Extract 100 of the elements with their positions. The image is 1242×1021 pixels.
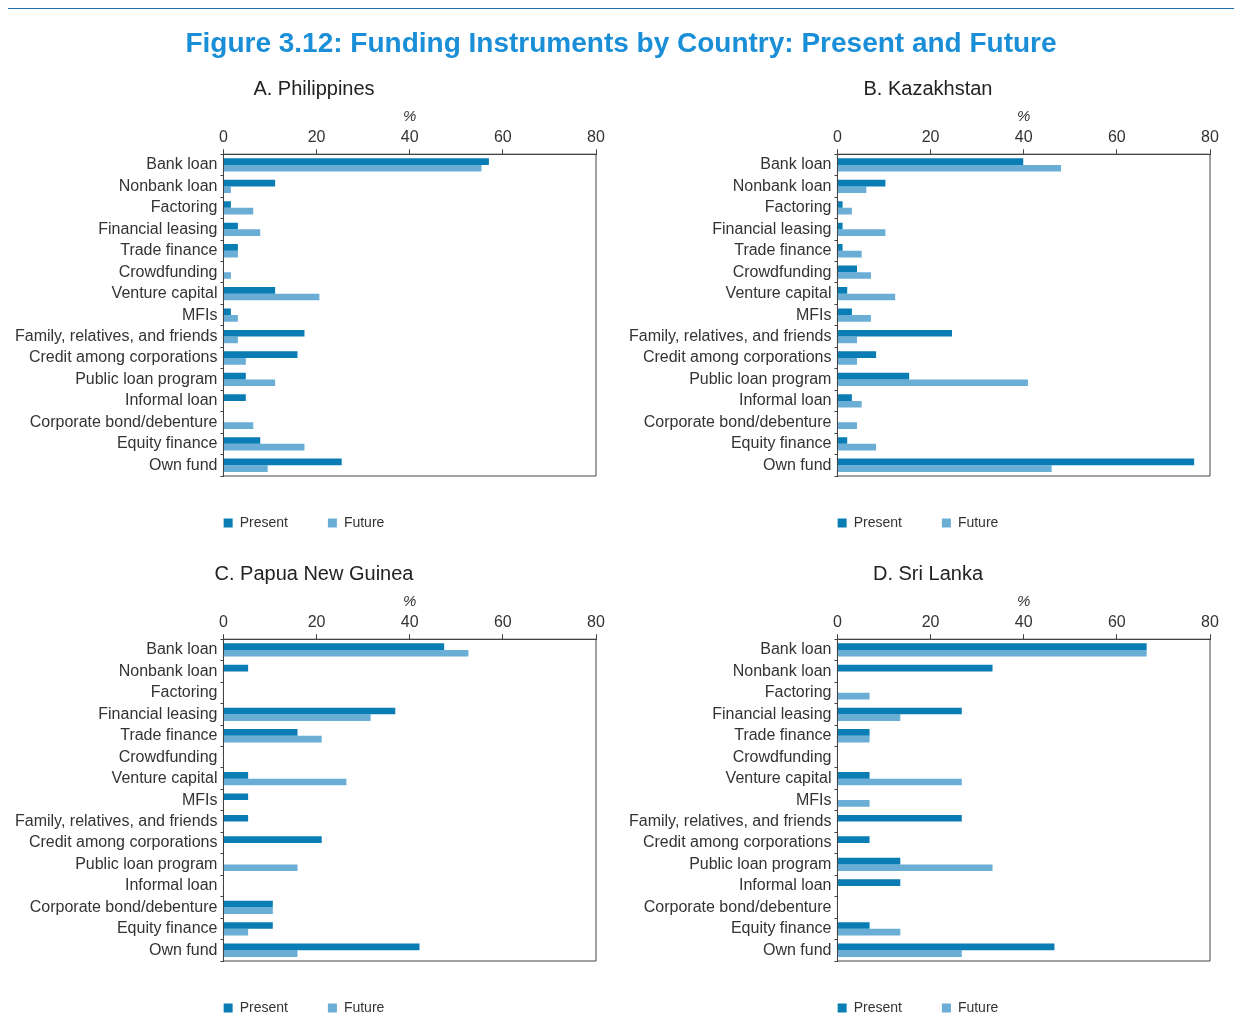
legend-label: Present <box>239 998 288 1015</box>
y-tick-label: Factoring <box>150 683 218 701</box>
y-tick-label: Trade finance <box>120 726 218 744</box>
bar <box>837 879 901 886</box>
bar <box>837 928 901 936</box>
bar <box>223 714 371 721</box>
y-tick-label: Bank loan <box>146 155 218 173</box>
bar <box>223 907 273 915</box>
bar <box>223 707 396 715</box>
y-tick-label: Financial leasing <box>712 219 832 237</box>
bar <box>223 244 238 251</box>
bar <box>223 778 347 786</box>
x-tick-label: 20 <box>921 613 940 631</box>
bar <box>223 201 231 208</box>
legend-label: Future <box>957 998 999 1015</box>
y-tick-label: Credit among corporations <box>28 348 218 366</box>
bar <box>837 772 870 779</box>
bar <box>837 950 962 957</box>
bar <box>223 735 322 743</box>
bar <box>223 329 305 337</box>
y-tick-label: Bank loan <box>760 155 832 173</box>
x-tick-label: 80 <box>587 128 605 146</box>
y-tick-label: Financial leasing <box>98 704 218 722</box>
bar <box>837 443 877 451</box>
bar <box>837 714 901 721</box>
bar <box>837 315 871 322</box>
y-tick-label: Equity finance <box>730 434 832 452</box>
bar <box>223 864 298 872</box>
bar <box>837 229 886 236</box>
y-tick-label: Crowdfunding <box>732 262 832 280</box>
y-tick-label: Credit among corporations <box>28 833 218 851</box>
y-tick-label: MFIs <box>795 305 832 323</box>
y-tick-label: Crowdfunding <box>732 747 832 765</box>
y-tick-label: Family, relatives, and friends <box>628 811 832 829</box>
bar <box>837 437 848 444</box>
bar <box>223 729 298 736</box>
bar <box>223 293 320 301</box>
y-tick-label: Factoring <box>150 198 218 216</box>
y-tick-label: Equity finance <box>116 919 218 937</box>
y-tick-label: Nonbank loan <box>118 661 218 679</box>
bar <box>837 207 852 215</box>
y-tick-label: Public loan program <box>75 854 218 872</box>
x-tick-label: 80 <box>1201 613 1219 631</box>
bar <box>223 814 249 822</box>
bar <box>223 179 276 187</box>
x-tick-label: 20 <box>307 128 326 146</box>
y-tick-label: Nonbank loan <box>732 176 832 194</box>
bar <box>223 943 420 951</box>
x-tick-label: 40 <box>1014 128 1033 146</box>
legend-label: Present <box>853 998 902 1015</box>
y-tick-label: Family, relatives, and friends <box>628 326 832 344</box>
y-tick-label: Crowdfunding <box>118 747 218 765</box>
y-tick-label: Public loan program <box>75 369 218 387</box>
bar <box>837 649 1147 657</box>
bar <box>837 643 1147 650</box>
x-axis-title: % <box>1017 592 1031 610</box>
bar <box>837 329 953 337</box>
bar <box>837 394 852 401</box>
bar <box>837 400 862 408</box>
bar <box>837 222 843 230</box>
y-tick-label: Factoring <box>764 683 832 701</box>
bar <box>223 287 276 294</box>
y-tick-label: MFIs <box>181 790 218 808</box>
bar <box>837 164 1061 172</box>
y-tick-label: Informal loan <box>738 876 832 894</box>
bar <box>837 943 1055 951</box>
bar <box>837 308 852 316</box>
y-tick-label: Bank loan <box>760 640 832 658</box>
bar <box>223 950 298 957</box>
bar <box>837 814 962 822</box>
bar <box>223 394 246 401</box>
y-tick-label: Informal loan <box>738 391 832 409</box>
y-tick-label: Corporate bond/debenture <box>643 897 832 915</box>
y-tick-label: Equity finance <box>730 919 832 937</box>
y-tick-label: Family, relatives, and friends <box>14 326 218 344</box>
y-tick-label: Trade finance <box>734 726 832 744</box>
bar <box>223 351 298 359</box>
bar <box>837 707 962 715</box>
bar <box>223 922 273 929</box>
y-tick-label: Venture capital <box>111 284 218 302</box>
y-tick-label: Informal loan <box>124 391 218 409</box>
y-tick-label: Corporate bond/debenture <box>643 412 832 430</box>
y-tick-label: Credit among corporations <box>642 348 832 366</box>
legend-label: Future <box>343 513 385 530</box>
bar <box>223 222 238 230</box>
bar <box>837 864 993 872</box>
x-tick-label: 0 <box>218 128 228 146</box>
bar <box>837 158 1024 165</box>
bar <box>837 265 857 273</box>
bar <box>837 692 870 700</box>
x-tick-label: 80 <box>1201 128 1219 146</box>
x-tick-label: 40 <box>1014 613 1033 631</box>
legend-label: Future <box>957 513 999 530</box>
y-tick-label: Nonbank loan <box>732 661 832 679</box>
bar <box>223 250 238 258</box>
bar <box>837 836 870 844</box>
bar <box>223 458 342 466</box>
y-tick-label: Corporate bond/debenture <box>29 897 218 915</box>
x-tick-label: 20 <box>307 613 326 631</box>
bar <box>223 308 231 316</box>
